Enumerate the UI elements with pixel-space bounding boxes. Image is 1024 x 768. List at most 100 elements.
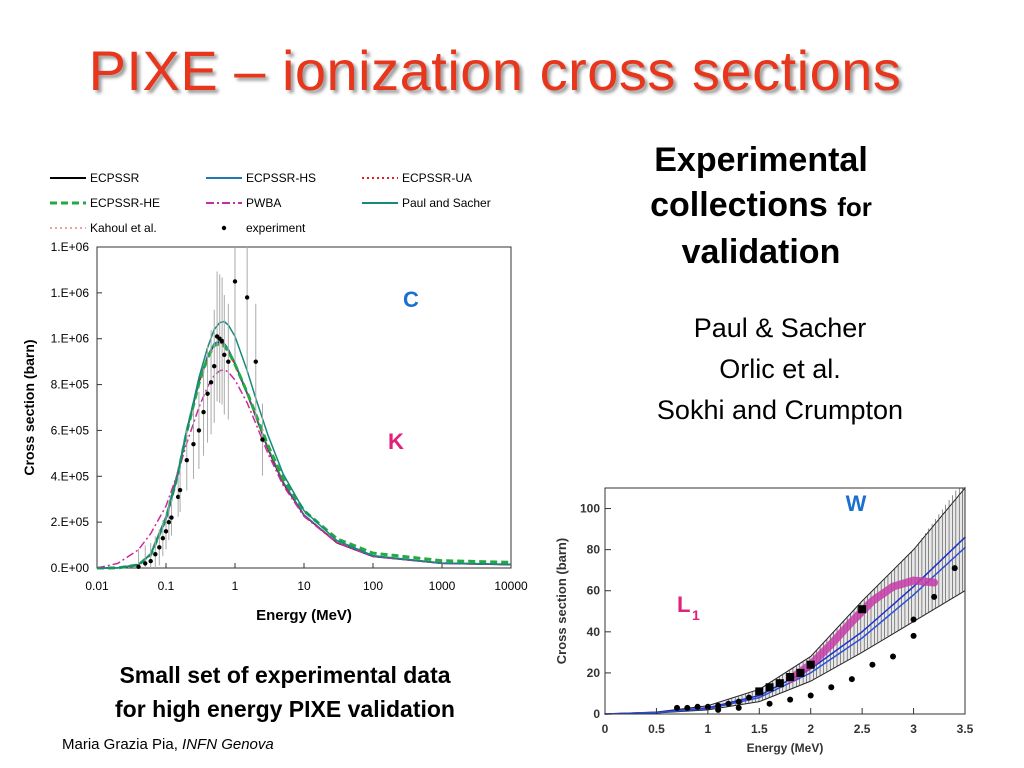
series-line-pwba [96,368,512,569]
experiment-point [212,364,217,369]
experiment-point [205,391,210,396]
experiment-point [163,529,169,534]
reference-item: Paul & Sacher [693,313,867,343]
legend-label: Kahoul et al. [90,221,157,235]
shell-label: L [677,592,690,617]
x-tick-label: 1000 [429,579,456,593]
y-tick-label: 6.E+05 [51,423,90,437]
experiment-point [787,696,794,703]
chart-w-l1-cross-section: 0 0.5 1 1.5 2 2.5 3 3.5 0 20 40 60 80 100 Energy (MeV)… [554,486,974,755]
caption: Small set of experimental data for high … [40,658,530,726]
y-tick-label: 0.E+00 [51,561,90,575]
heading-line-2-small: for [837,192,872,222]
experiment-point [684,704,691,711]
experiment-point [222,352,227,357]
experiment-point [166,519,172,525]
experiment-point [244,295,250,300]
y-tick-label: 1.E+06 [51,240,90,254]
heading-line-2: collections for [596,183,926,230]
x-tick-label: 1.5 [751,722,768,736]
chart-c-k-cross-section: 0.01 0.1 1 10 100 1000 10000 0.E+00 2.E+05 4.E+05… [21,171,528,624]
y-tick-label: 1.E+06 [51,332,90,346]
experiment-point [951,565,958,572]
y-tick-label: 40 [587,625,601,639]
experiment-point [177,487,183,493]
experiment-point [735,698,742,705]
experiment-point [807,692,814,699]
page-title: PIXE – ionization cross sections [88,39,902,102]
caption-line: Small set of experimental data [119,662,451,688]
x-tick-label: 0.01 [85,579,109,593]
experiment-point [153,552,158,557]
experiment-point [169,515,174,520]
x-tick-label: 1 [232,579,239,593]
experiment-point [196,428,202,433]
y-axis-label: Cross section (barn) [554,538,569,664]
x-tick-label: 3.5 [957,722,974,736]
x-tick-label: 0.1 [158,579,175,593]
experiment-point [694,703,701,710]
x-tick-label: 1 [705,722,712,736]
experiment-point [775,679,784,688]
experiment-point [828,684,835,691]
experiment-point [931,593,938,600]
heading-line-3: validation [681,233,841,271]
reference-item: Orlic et al. [719,354,841,384]
experiment-point [806,660,815,669]
element-label: W [846,491,867,516]
legend-label: Paul and Sacher [402,196,491,210]
experiment-point [755,687,764,696]
heading-line-2-main: collections [650,186,828,224]
legend-label: ECPSSR [90,171,140,185]
experiment-point [746,694,752,701]
x-tick-label: 2 [807,722,814,736]
shell-label: K [388,429,404,454]
y-tick-label: 100 [580,502,600,516]
y-tick-label: 8.E+05 [51,378,90,392]
y-tick-label: 0 [593,707,600,721]
x-axis-label: Energy (MeV) [256,607,352,624]
experiment-point [858,605,867,614]
y-tick-label: 4.E+05 [51,469,90,483]
experiment-point [226,359,231,364]
shell-subscript: 1 [692,607,700,623]
y-tick-label: 80 [587,543,601,557]
legend-label: ECPSSR-HS [246,171,316,185]
y-tick-label: 1.E+06 [51,286,90,300]
experiment-point [766,700,773,707]
x-tick-label: 2.5 [854,722,871,736]
experiment-point [253,359,258,364]
legend-label: experiment [246,221,306,235]
experiment-point [869,661,876,668]
legend-swatch-experiment [221,225,227,231]
legend-label: ECPSSR-UA [402,171,472,185]
caption-line: for high energy PIXE validation [115,696,455,722]
y-tick-label: 2.E+05 [51,515,90,529]
series-line-ecpssr-ua [96,342,512,569]
experiment-point [910,616,917,623]
experiment-point [160,535,166,541]
experiment-point [208,380,214,385]
experiment-point [157,545,162,550]
experiment-point [143,561,148,566]
element-label: C [403,287,419,312]
x-tick-label: 10 [297,579,311,593]
y-axis-label: Cross section (barn) [21,339,37,475]
experiment-point [765,683,774,692]
reference-item: Sokhi and Crumpton [656,395,904,425]
experiment-point [232,279,238,284]
heading-line-1: Experimental [654,141,868,179]
experiment-point [136,564,141,570]
experiment-point [148,558,153,564]
experiment-point [796,668,805,677]
experiment-point [715,702,722,709]
x-tick-label: 100 [363,579,383,593]
experiment-point [704,703,711,710]
experiment-point [890,653,896,660]
y-tick-label: 60 [587,584,601,598]
experiment-point [674,704,680,711]
footer-institute: INFN Genova [182,736,274,753]
footer-author: Maria Grazia Pia, [62,736,183,753]
x-tick-label: 0.5 [648,722,665,736]
